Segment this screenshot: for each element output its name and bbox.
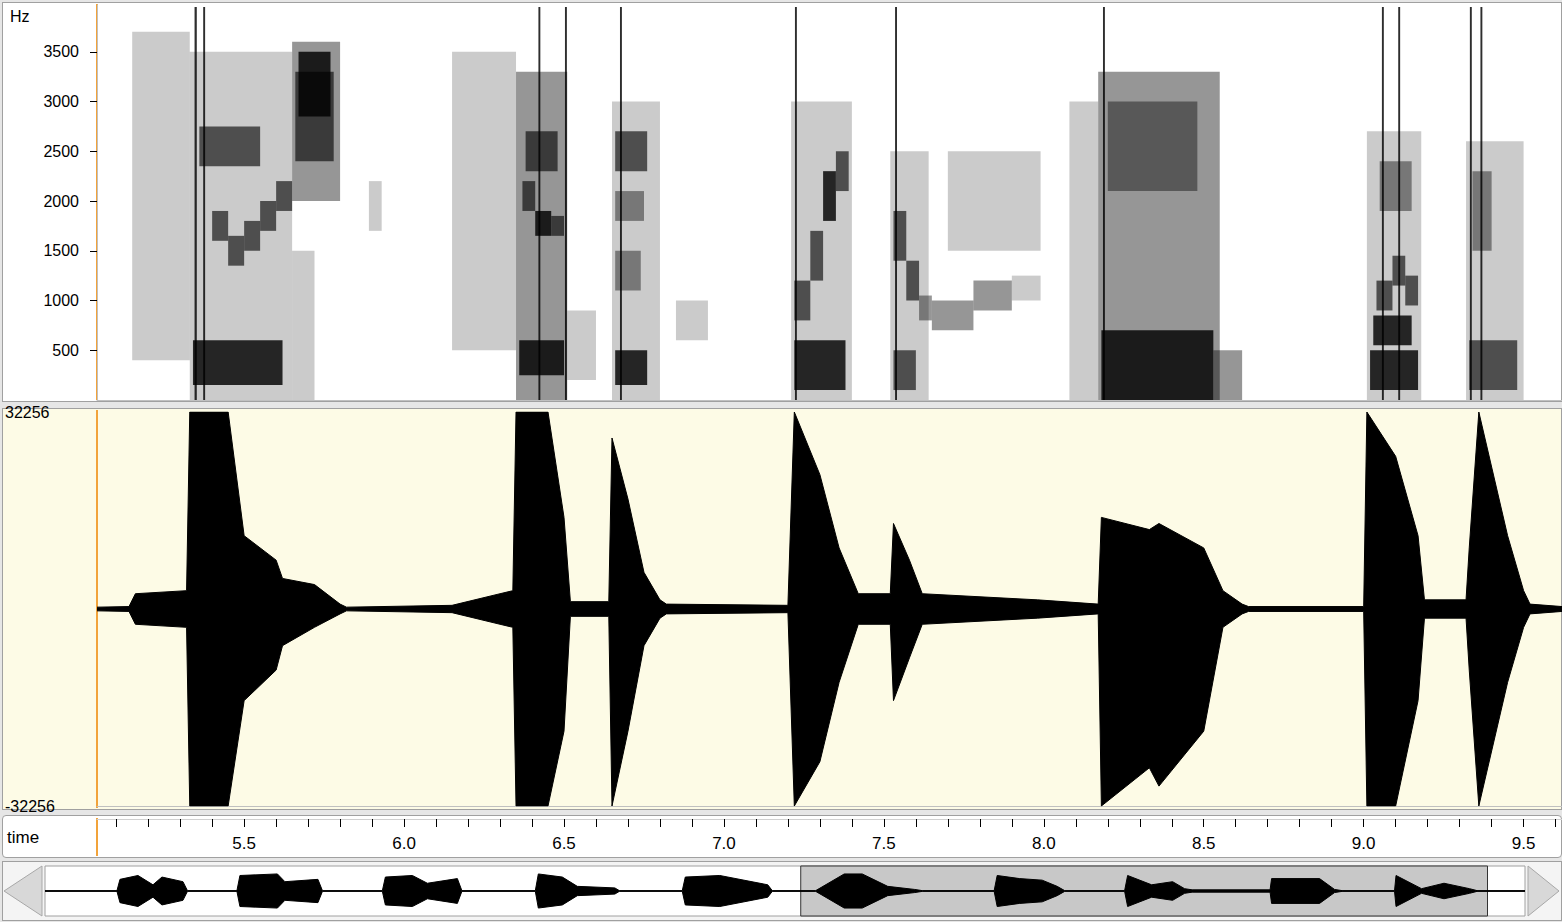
svg-text:32256: 32256 xyxy=(5,404,50,421)
svg-text:3500: 3500 xyxy=(43,43,79,60)
svg-text:500: 500 xyxy=(52,342,79,359)
svg-text:7.0: 7.0 xyxy=(712,834,736,853)
svg-text:9.5: 9.5 xyxy=(1512,834,1536,853)
svg-text:6.5: 6.5 xyxy=(552,834,576,853)
svg-text:7.5: 7.5 xyxy=(872,834,896,853)
svg-text:-32256: -32256 xyxy=(5,798,55,815)
svg-text:1000: 1000 xyxy=(43,292,79,309)
svg-text:3000: 3000 xyxy=(43,93,79,110)
svg-text:9.0: 9.0 xyxy=(1352,834,1376,853)
svg-text:5.5: 5.5 xyxy=(232,834,256,853)
svg-text:time: time xyxy=(7,828,39,847)
svg-text:Hz: Hz xyxy=(10,8,30,25)
svg-text:8.0: 8.0 xyxy=(1032,834,1056,853)
svg-text:6.0: 6.0 xyxy=(392,834,416,853)
svg-text:1500: 1500 xyxy=(43,242,79,259)
svg-text:2000: 2000 xyxy=(43,193,79,210)
svg-text:2500: 2500 xyxy=(43,143,79,160)
svg-text:8.5: 8.5 xyxy=(1192,834,1216,853)
